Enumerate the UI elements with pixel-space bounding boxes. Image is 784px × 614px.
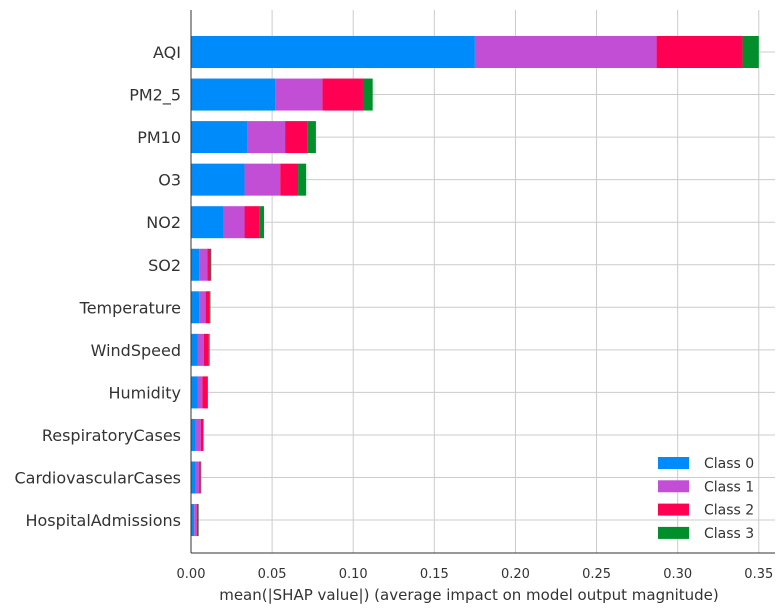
bar-segment-class-0	[191, 248, 200, 281]
legend-label: Class 0	[704, 456, 754, 472]
x-tick-label: 0.15	[420, 567, 449, 582]
bar-segment-class-1	[474, 36, 657, 68]
bar-segment-class-1	[194, 504, 197, 537]
bar-segment-class-0	[191, 504, 195, 537]
bar-segment-class-1	[197, 333, 204, 366]
legend-swatch	[658, 526, 689, 539]
bar-segment-class-2	[322, 78, 363, 111]
axis-layer: 0.00 0.05 0.10 0.15 0.20 0.25 0.30 0.35	[177, 10, 775, 582]
category-label: HospitalAdmissions	[25, 511, 181, 530]
bar-segment-class-2	[656, 36, 743, 68]
bar-segment-class-0	[191, 461, 196, 494]
category-label: O3	[158, 171, 181, 190]
x-tick-label: 0.05	[258, 567, 287, 582]
legend-swatch	[658, 503, 689, 516]
bar-segment-class-1	[223, 206, 245, 239]
bar-layer	[191, 36, 759, 537]
bar-segment-class-0	[191, 333, 198, 366]
x-tick-label: 0.30	[663, 567, 692, 582]
bar-segment-class-1	[195, 418, 201, 451]
bar-segment-class-2	[199, 461, 201, 494]
legend-label: Class 1	[704, 479, 754, 495]
legend: Class 0 Class 1 Class 2 Class 3	[658, 456, 754, 542]
x-tick-label: 0.25	[582, 567, 611, 582]
bar-segment-class-0	[191, 163, 245, 196]
bar-segment-class-2	[196, 504, 199, 537]
bar-segment-class-2	[280, 163, 299, 196]
bar-segment-class-2	[285, 121, 308, 154]
category-label: WindSpeed	[91, 341, 181, 360]
bar-segment-class-0	[191, 291, 200, 324]
x-tick-label: 0.20	[501, 567, 530, 582]
bar-segment-class-3	[208, 333, 210, 366]
bar-segment-class-1	[197, 376, 203, 409]
category-label: CardiovascularCases	[14, 469, 181, 488]
bar-segment-class-3	[259, 206, 264, 239]
x-axis-title: mean(|SHAP value|) (average impact on mo…	[219, 586, 719, 604]
category-label: PM2_5	[129, 86, 181, 106]
bar-segment-class-3	[742, 36, 759, 68]
legend-label: Class 3	[704, 526, 754, 542]
bar-segment-class-0	[191, 121, 248, 154]
bar-segment-class-0	[191, 418, 196, 451]
category-label: AQI	[153, 43, 181, 62]
bar-segment-class-3	[207, 376, 209, 409]
bar-segment-class-3	[210, 248, 212, 281]
bar-segment-class-0	[191, 36, 475, 68]
bar-segment-class-2	[200, 418, 204, 451]
category-label: Humidity	[108, 383, 181, 402]
bar-segment-class-0	[191, 206, 224, 239]
x-tick-label: 0.10	[339, 567, 368, 582]
x-tick-label: 0.00	[177, 567, 206, 582]
category-label: NO2	[146, 213, 181, 232]
bar-segment-class-3	[298, 163, 307, 196]
legend-swatch	[658, 457, 689, 469]
bar-segment-class-2	[244, 206, 260, 239]
bar-segment-class-2	[205, 291, 210, 324]
bar-segment-class-3	[209, 291, 211, 324]
bar-segment-class-1	[195, 461, 200, 494]
bar-segment-class-2	[202, 376, 208, 409]
x-tick-label: 0.35	[744, 567, 773, 582]
bar-segment-class-1	[199, 248, 208, 281]
bar-segment-class-1	[247, 121, 286, 154]
category-label: SO2	[148, 256, 181, 275]
bar-segment-class-1	[199, 291, 206, 324]
bar-segment-class-1	[275, 78, 323, 111]
label-layer: AQI PM2_5 PM10 O3 NO2 SO2 Temperature WindSpeed…	[14, 43, 181, 530]
category-label: Temperature	[79, 298, 181, 317]
bar-segment-class-3	[307, 121, 316, 154]
category-label: PM10	[137, 128, 181, 147]
bar-segment-class-0	[191, 376, 198, 409]
legend-swatch	[658, 480, 689, 493]
category-label: RespiratoryCases	[42, 426, 181, 445]
bar-segment-class-1	[244, 163, 281, 196]
legend-label: Class 2	[704, 503, 754, 519]
bar-segment-class-2	[207, 248, 211, 281]
bar-segment-class-2	[203, 333, 209, 366]
bar-segment-class-3	[362, 78, 373, 111]
bar-segment-class-0	[191, 78, 276, 111]
